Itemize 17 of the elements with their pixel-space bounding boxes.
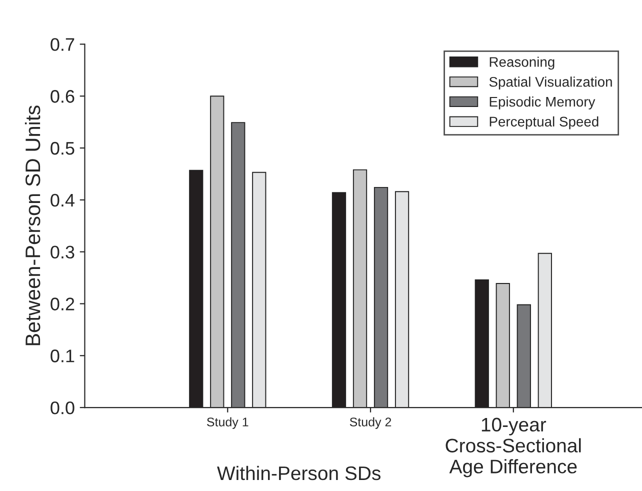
y-tick-label: 0.5: [50, 142, 74, 155]
legend-label: Perceptual Speed: [490, 116, 598, 130]
y-tick-label: 0.1: [50, 350, 74, 362]
legend-label: Reasoning: [490, 56, 554, 70]
legend-label: Spatial Visualization: [489, 76, 612, 90]
legend-label: Episodic Memory: [490, 96, 596, 110]
y-tick-label: 0.2: [50, 298, 74, 310]
y-tick-label: 0.4: [50, 194, 74, 207]
y-tick-label: 0.7: [50, 38, 74, 51]
x-tick-label: 10-year Cross-Sectional Age Difference: [446, 418, 581, 478]
y-axis-title: Between-Person SD Units: [24, 106, 40, 346]
x-tick-label: Study 1: [207, 417, 248, 429]
y-tick-label: 0.6: [50, 90, 74, 103]
text: Within-Person SDs: [217, 466, 380, 480]
y-tick-label: 0.0: [50, 401, 74, 414]
y-tick-label: 0.3: [50, 246, 74, 259]
x-tick-label: Study 2: [350, 417, 392, 429]
